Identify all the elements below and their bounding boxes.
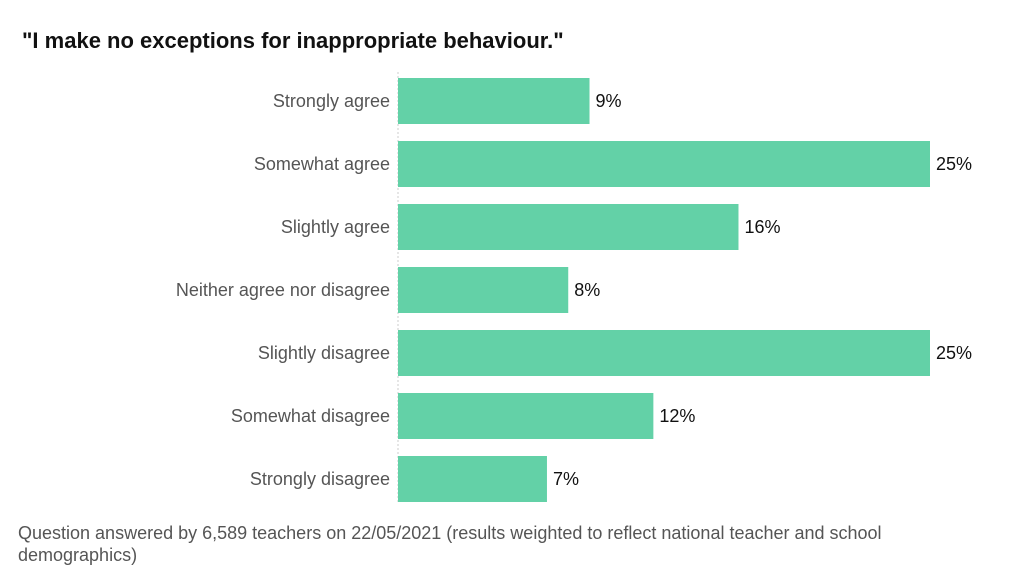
value-label: 8%	[574, 280, 600, 300]
category-label: Slightly disagree	[258, 343, 390, 363]
category-label: Strongly agree	[273, 91, 390, 111]
value-label: 25%	[936, 154, 972, 174]
value-label: 7%	[553, 469, 579, 489]
bar	[398, 78, 590, 124]
category-label: Somewhat agree	[254, 154, 390, 174]
chart-title: "I make no exceptions for inappropriate …	[22, 28, 564, 53]
category-label: Somewhat disagree	[231, 406, 390, 426]
value-label: 25%	[936, 343, 972, 363]
value-label: 16%	[744, 217, 780, 237]
category-label: Neither agree nor disagree	[176, 280, 390, 300]
bar	[398, 141, 930, 187]
category-label: Strongly disagree	[250, 469, 390, 489]
footnote: Question answered by 6,589 teachers on 2…	[18, 523, 882, 565]
bar	[398, 267, 569, 313]
value-label: 9%	[596, 91, 622, 111]
bar	[398, 393, 654, 439]
bar	[398, 330, 930, 376]
value-label: 12%	[659, 406, 695, 426]
bar	[398, 204, 739, 250]
category-label: Slightly agree	[281, 217, 390, 237]
bars-layer: Strongly agree 9% Somewhat agree 25% Slightl…	[176, 78, 972, 502]
bar	[398, 456, 547, 502]
